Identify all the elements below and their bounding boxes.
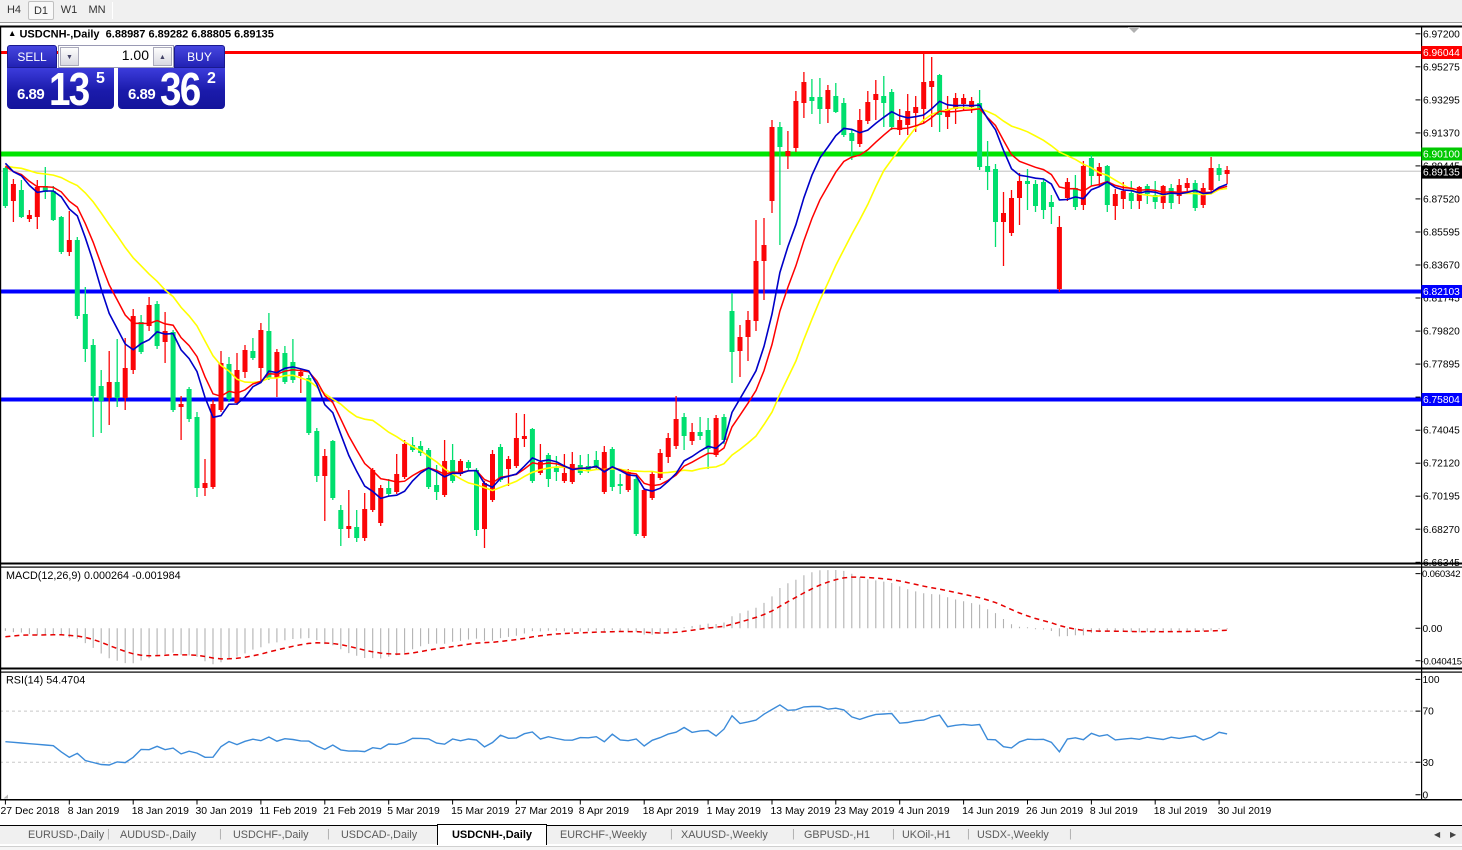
svg-text:0: 0 bbox=[1423, 790, 1429, 801]
svg-text:18 Jul 2019: 18 Jul 2019 bbox=[1154, 806, 1208, 817]
svg-text:6.82103: 6.82103 bbox=[1423, 287, 1460, 298]
svg-text:18 Jan 2019: 18 Jan 2019 bbox=[132, 806, 189, 817]
svg-text:14 Jun 2019: 14 Jun 2019 bbox=[962, 806, 1019, 817]
svg-text:6.97200: 6.97200 bbox=[1423, 29, 1460, 40]
svg-text:6.89135: 6.89135 bbox=[1423, 168, 1460, 179]
svg-text:23 May 2019: 23 May 2019 bbox=[834, 806, 894, 817]
svg-text:6.95275: 6.95275 bbox=[1423, 62, 1460, 73]
svg-text:30 Jan 2019: 30 Jan 2019 bbox=[196, 806, 253, 817]
svg-text:27 Mar 2019: 27 Mar 2019 bbox=[515, 806, 574, 817]
svg-text:8 Apr 2019: 8 Apr 2019 bbox=[579, 806, 629, 817]
svg-text:6.90100: 6.90100 bbox=[1423, 150, 1460, 161]
svg-text:6.85595: 6.85595 bbox=[1423, 228, 1460, 239]
svg-text:0.00: 0.00 bbox=[1423, 624, 1443, 635]
svg-text:27 Dec 2018: 27 Dec 2018 bbox=[1, 806, 60, 817]
svg-text:6.93295: 6.93295 bbox=[1423, 95, 1460, 106]
svg-text:13 May 2019: 13 May 2019 bbox=[771, 806, 831, 817]
svg-text:8 Jan 2019: 8 Jan 2019 bbox=[68, 806, 120, 817]
svg-text:0.060342: 0.060342 bbox=[1422, 569, 1460, 580]
svg-text:6.81745: 6.81745 bbox=[1423, 294, 1460, 305]
svg-text:6.70195: 6.70195 bbox=[1423, 492, 1460, 503]
svg-text:6.96044: 6.96044 bbox=[1423, 48, 1460, 59]
svg-text:30: 30 bbox=[1423, 758, 1435, 769]
svg-text:6.68270: 6.68270 bbox=[1423, 525, 1460, 536]
svg-text:21 Feb 2019: 21 Feb 2019 bbox=[323, 806, 382, 817]
svg-text:11 Feb 2019: 11 Feb 2019 bbox=[259, 806, 317, 817]
svg-text:1 May 2019: 1 May 2019 bbox=[707, 806, 762, 817]
svg-text:6.83670: 6.83670 bbox=[1423, 261, 1460, 272]
svg-text:8 Jul 2019: 8 Jul 2019 bbox=[1090, 806, 1138, 817]
svg-text:6.66345: 6.66345 bbox=[1423, 558, 1460, 569]
svg-text:4 Jun 2019: 4 Jun 2019 bbox=[898, 806, 950, 817]
svg-text:30 Jul 2019: 30 Jul 2019 bbox=[1218, 806, 1272, 817]
svg-text:6.87520: 6.87520 bbox=[1423, 194, 1460, 205]
svg-text:5 Mar 2019: 5 Mar 2019 bbox=[387, 806, 440, 817]
svg-text:6.72120: 6.72120 bbox=[1423, 459, 1460, 470]
svg-text:MACD(12,26,9) 0.000264 -0.0019: MACD(12,26,9) 0.000264 -0.001984 bbox=[6, 570, 181, 582]
svg-text:100: 100 bbox=[1423, 675, 1440, 686]
svg-text:15 Mar 2019: 15 Mar 2019 bbox=[451, 806, 510, 817]
svg-text:6.77895: 6.77895 bbox=[1423, 360, 1460, 371]
svg-text:RSI(14) 54.4704: RSI(14) 54.4704 bbox=[6, 675, 85, 687]
svg-text:6.79820: 6.79820 bbox=[1423, 327, 1460, 338]
svg-text:18 Apr 2019: 18 Apr 2019 bbox=[643, 806, 699, 817]
svg-text:6.74045: 6.74045 bbox=[1423, 426, 1460, 437]
svg-text:6.91370: 6.91370 bbox=[1423, 128, 1460, 139]
svg-text:26 Jun 2019: 26 Jun 2019 bbox=[1026, 806, 1083, 817]
svg-text:70: 70 bbox=[1423, 707, 1435, 718]
svg-text:6.75804: 6.75804 bbox=[1423, 395, 1460, 406]
svg-text:-0.040415: -0.040415 bbox=[1421, 656, 1462, 667]
